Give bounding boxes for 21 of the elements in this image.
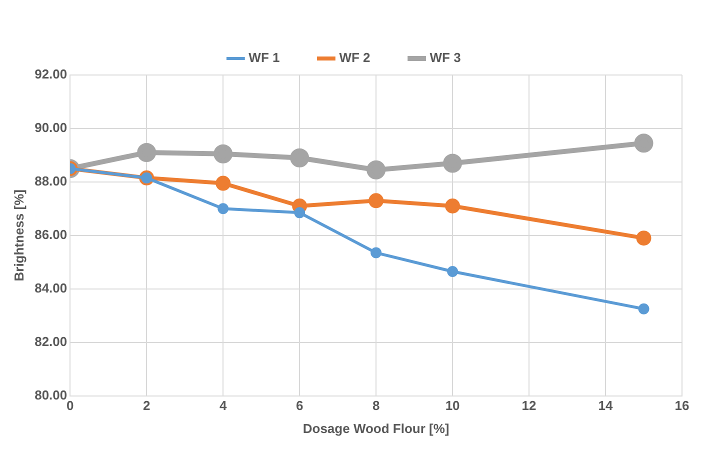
y-tick-label: 90.00 (34, 120, 68, 136)
y-axis-title: Brightness [%] (11, 190, 26, 282)
x-tick-label: 12 (522, 398, 536, 414)
y-tick-label: 80.00 (34, 387, 68, 402)
x-tick-label: 10 (445, 398, 460, 414)
y-tick-label: 82.00 (34, 334, 68, 349)
x-tick-label: 4 (219, 398, 228, 414)
x-axis-title: Dosage Wood Flour [%] (302, 420, 450, 436)
legend-label: WF 3 (430, 50, 461, 66)
x-tick-label: 8 (372, 398, 380, 414)
x-tick-label: 0 (66, 398, 74, 414)
y-tick-label: 88.00 (34, 174, 68, 189)
y-tick-label: 86.00 (34, 226, 68, 242)
legend-label: WF 2 (339, 50, 370, 66)
x-tick-label: 16 (674, 398, 690, 414)
y-tick-label: 84.00 (34, 280, 68, 296)
x-tick-label: 2 (143, 398, 150, 414)
x-tick-label: 6 (296, 398, 304, 414)
y-tick-label: 92.00 (34, 66, 68, 82)
legend-label: WF 1 (248, 50, 280, 66)
x-tick-label: 14 (598, 398, 614, 414)
